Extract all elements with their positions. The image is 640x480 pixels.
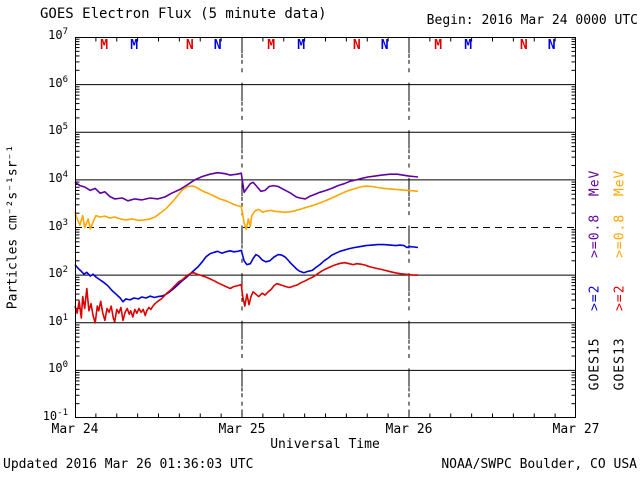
legend-e08-channel: >=0.8 xyxy=(587,213,603,258)
y-tick-label: 100 xyxy=(48,360,68,376)
x-tick-label: Mar 27 xyxy=(552,422,600,437)
y-tick-label: 105 xyxy=(48,122,68,138)
y-tick-label: 106 xyxy=(48,74,68,90)
legend-unit: MeV xyxy=(612,169,628,197)
updated-timestamp: Updated 2016 Mar 26 01:36:03 UTC xyxy=(3,457,254,472)
satellite-marker-m-blue: M xyxy=(130,38,139,53)
legend-text: GOES13 >=2 >=0.8 MeV xyxy=(613,170,628,391)
y-tick-label: 102 xyxy=(48,265,68,281)
legend-e08-channel: >=0.8 xyxy=(612,213,628,258)
y-tick-label: 10-1 xyxy=(42,408,68,424)
x-tick-label: Mar 24 xyxy=(51,422,99,437)
series-blue xyxy=(74,243,419,303)
x-tick-label: Mar 25 xyxy=(218,422,266,437)
y-tick-label: 107 xyxy=(48,27,68,43)
flux-chart xyxy=(74,37,576,418)
begin-timestamp: Begin: 2016 Mar 24 0000 UTC xyxy=(426,13,638,28)
satellite-marker-n-red: N xyxy=(352,38,361,53)
satellite-marker-m-red: M xyxy=(434,38,443,53)
satellite-marker-n-red: N xyxy=(185,38,194,53)
satellite-marker-n-blue: N xyxy=(380,38,389,53)
legend-e2-channel: >=2 xyxy=(587,284,603,311)
y-tick-label: 103 xyxy=(48,217,68,233)
series-orange xyxy=(74,185,419,231)
satellite-marker-m-red: M xyxy=(100,38,109,53)
legend-e2-channel: >=2 xyxy=(612,284,628,311)
y-tick-label: 101 xyxy=(48,312,68,328)
legend-satellite-name: GOES13 xyxy=(612,337,628,391)
satellite-marker-m-blue: M xyxy=(464,38,473,53)
source-attribution: NOAA/SWPC Boulder, CO USA xyxy=(441,457,637,472)
series-red xyxy=(74,261,418,324)
plot-border xyxy=(75,37,576,418)
y-minor-ticks xyxy=(75,38,576,405)
page-title: GOES Electron Flux (5 minute data) xyxy=(40,6,327,22)
decade-grid-lines xyxy=(75,84,576,371)
satellite-marker-n-blue: N xyxy=(213,38,222,53)
legend-unit: MeV xyxy=(587,169,603,197)
x-tick-label: Mar 26 xyxy=(385,422,433,437)
satellite-marker-m-red: M xyxy=(267,38,276,53)
satellite-marker-m-blue: M xyxy=(297,38,306,53)
flux-series xyxy=(74,171,419,324)
legend-text: GOES15 >=2 >=0.8 MeV xyxy=(588,170,603,391)
x-axis-title: Universal Time xyxy=(270,437,380,452)
series-purple xyxy=(74,171,419,202)
y-tick-label: 104 xyxy=(48,169,68,185)
day-boundary-lines xyxy=(241,39,410,406)
satellite-marker-n-blue: N xyxy=(547,38,556,53)
legend-satellite-name: GOES15 xyxy=(587,337,603,391)
satellite-marker-n-red: N xyxy=(519,38,528,53)
